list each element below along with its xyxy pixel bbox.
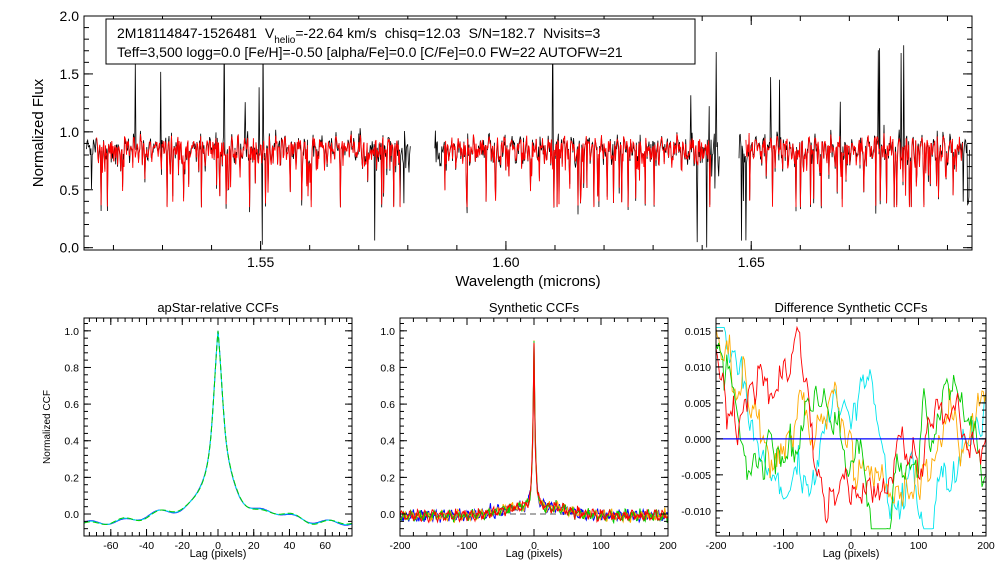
annotation-box [105,18,696,65]
x-tick-label: 200 [977,540,995,552]
x-tick-label: 1.65 [738,254,765,270]
aprel-series-line [84,330,352,526]
y-tick-label: 1.5 [60,66,80,82]
y-tick-label: 0.6 [64,399,79,411]
x-tick-label: 100 [592,540,610,552]
y-tick-label: 1.0 [60,124,80,140]
x-tick-label: -100 [773,540,794,552]
y-tick-label: 0.000 [685,434,711,446]
diff-series-line [716,342,986,530]
aprel-title: apStar-relative CCFs [157,300,279,315]
x-tick-label: 100 [910,540,928,552]
x-tick-label: -20 [175,540,190,552]
spectrum-annotation-box: 2M18114847-1526481 Vhelio=-22.64 km/s chis… [105,18,696,65]
aprel-xlabel: Lag (pixels) [190,548,247,560]
aprel-frame [83,317,353,537]
x-tick-label: -200 [389,540,410,552]
aprel-series-line [84,330,352,526]
diff-panel: Difference Synthetic CCFs -200 -100 0 100 20… [681,300,995,560]
vhelio-value: =-22.64 km/s [295,25,376,41]
annotation-line2: Teff=3,500 logg=0.0 [Fe/H]=-0.50 [alpha/… [117,44,623,60]
diff-ticks: -200 -100 0 100 200 -0.010 -0.005 0.000 0.005 0.0… [681,318,995,552]
x-tick-label: -60 [103,540,118,552]
synth-curves [400,340,668,525]
y-tick-label: 0.0 [64,509,79,521]
synth-ticks: -200 -100 0 100 200 0.0 0.2 0.4 0.6 0.8 1.0 [380,318,677,552]
vhelio-symbol: V [265,25,275,41]
vhelio-subscript: helio [274,35,296,46]
spectrum-xlabel: Wavelength (microns) [455,273,600,290]
y-tick-label: -0.005 [681,470,711,482]
y-tick-label: 0.8 [380,362,395,374]
x-tick-label: -200 [705,540,726,552]
aprel-curves [84,330,352,526]
y-tick-label: 0.015 [685,326,711,338]
x-tick-label: 0 [215,540,221,552]
aprel-series-line [84,330,352,525]
aprel-ylabel: Normalized CCF [42,390,53,464]
spectrum-ylabel: Normalized Flux [30,78,47,187]
x-tick-label: 0 [531,540,537,552]
synth-xlabel: Lag (pixels) [506,548,563,560]
diff-series-line [716,325,986,524]
y-tick-label: 0.2 [380,472,395,484]
diff-series-line [716,327,986,507]
spectrum-model-line [96,133,401,208]
y-tick-label: 0.6 [380,399,395,411]
y-tick-label: -0.010 [681,506,711,518]
y-tick-label: 0.4 [380,436,395,448]
y-tick-label: 0.005 [685,398,711,410]
x-tick-label: 60 [319,540,331,552]
x-tick-label: 1.55 [247,254,274,270]
x-tick-label: 1.60 [492,254,519,270]
synth-title: Synthetic CCFs [489,300,580,315]
diff-xlabel: Lag (pixels) [823,548,880,560]
spectrum-panel: 1.55 1.60 1.65 0.0 0.5 1.0 1.5 2.0 Wavelength (… [30,8,973,290]
y-tick-label: 0.0 [60,240,80,256]
synth-panel: Synthetic CCFs -200 -100 0 100 200 0.0 0.2 0.4 0… [380,300,677,560]
x-tick-label: -100 [456,540,477,552]
y-tick-label: 2.0 [60,8,80,24]
y-tick-label: 0.8 [64,362,79,374]
nvisits-value: Nvisits=3 [543,25,600,41]
y-tick-label: 0.4 [64,436,79,448]
x-tick-label: 20 [248,540,260,552]
synth-series-line [400,340,668,524]
diff-title: Difference Synthetic CCFs [775,300,928,315]
y-tick-label: 0.010 [685,362,711,374]
diff-curves [716,325,986,530]
x-tick-label: 40 [284,540,296,552]
spectrum-model-line [745,132,964,208]
x-tick-label: 0 [848,540,854,552]
x-tick-label: -40 [139,540,154,552]
aprel-panel: apStar-relative CCFs -60 -40 -20 0 20 40 60 0.0… [42,300,353,560]
chisq-value: chisq=12.03 [385,25,461,41]
x-tick-label: 200 [659,540,677,552]
star-id: 2M18114847-1526481 [117,25,257,41]
y-tick-label: 0.0 [380,509,395,521]
y-tick-label: 0.5 [60,182,80,198]
spectrum-frame [83,15,973,251]
y-tick-label: 1.0 [380,326,395,338]
y-tick-label: 0.2 [64,472,79,484]
aprel-ticks: -60 -40 -20 0 20 40 60 0.0 0.2 0.4 0.6 0.8 1.0 [64,318,352,552]
spectrum-model-line [443,133,711,208]
y-tick-label: 1.0 [64,326,79,338]
annotation-line1: 2M18114847-1526481 Vhelio=-22.64 km/s chis… [117,25,601,46]
spectrum-curves [86,18,970,248]
snr-value: S/N=182.7 [469,25,536,41]
synth-series-line [400,342,668,524]
